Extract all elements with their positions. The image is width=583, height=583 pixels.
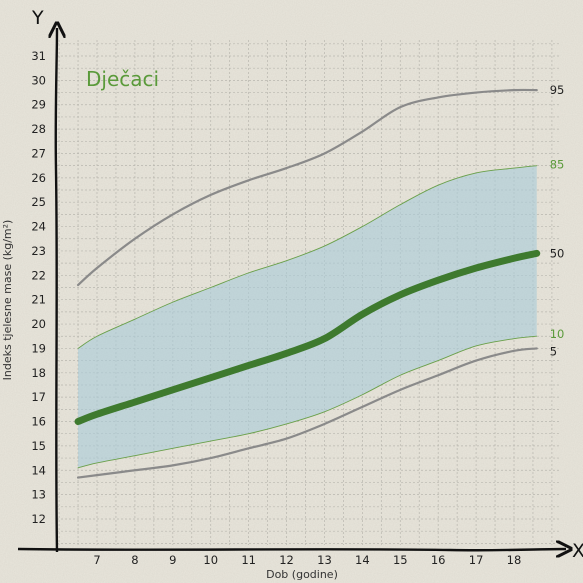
y-tick-label: 31 xyxy=(31,49,46,63)
y-tick-label: 24 xyxy=(31,220,46,234)
x-tick-label: 9 xyxy=(169,553,176,567)
y-tick-label: 28 xyxy=(31,122,46,136)
y-tick-label: 17 xyxy=(31,390,46,404)
y-axis-line xyxy=(56,28,57,553)
chart-title: Dječaci xyxy=(86,67,159,91)
y-tick-label: 18 xyxy=(31,366,46,380)
x-axis-title: Dob (godine) xyxy=(266,568,338,581)
x-tick-label: 12 xyxy=(279,553,294,567)
percentile-line-50 xyxy=(74,249,541,426)
percentile-line-85 xyxy=(77,165,538,349)
percentile-label-50: 50 xyxy=(550,246,565,260)
y-tick-label: 16 xyxy=(31,415,46,429)
y-tick-label: 19 xyxy=(31,341,46,355)
y-axis-title: Indeks tjelesne mase (kg/m²) xyxy=(1,220,14,381)
x-axis-line xyxy=(17,549,566,550)
y-tick-label: 29 xyxy=(31,98,46,112)
y-tick-label: 15 xyxy=(31,439,46,453)
percentile-label-85: 85 xyxy=(550,158,565,172)
percentile-line-10 xyxy=(77,335,538,469)
x-tick-label: 14 xyxy=(355,553,370,567)
x-tick-label: 13 xyxy=(317,553,332,567)
x-tick-label: 17 xyxy=(469,553,484,567)
percentile-band-10-85 xyxy=(78,165,537,468)
percentile-lines xyxy=(74,88,541,479)
percentile-label-5: 5 xyxy=(550,344,557,358)
x-tick-label: 7 xyxy=(93,553,100,567)
y-tick-label: 12 xyxy=(31,512,46,526)
percentile-line-5 xyxy=(76,347,538,479)
y-tick-label: 20 xyxy=(31,317,46,331)
x-tick-label: 16 xyxy=(431,553,446,567)
x-tick-label: 10 xyxy=(203,553,218,567)
x-tick-label: 18 xyxy=(507,553,522,567)
y-tick-label: 25 xyxy=(31,195,46,209)
y-tick-labels: 12 13 14 15 16 17 18 19 20 21 22 23 24 25 26 27 28 29 30 31 xyxy=(31,49,46,526)
y-tick-label: 21 xyxy=(31,293,46,307)
x-axis-letter: X xyxy=(572,540,583,562)
x-tick-label: 8 xyxy=(131,553,138,567)
y-tick-label: 23 xyxy=(31,244,46,258)
y-tick-label: 30 xyxy=(31,73,46,87)
y-tick-label: 14 xyxy=(31,463,46,477)
shaded-band xyxy=(78,165,537,468)
percentile-label-95: 95 xyxy=(550,83,565,97)
y-tick-label: 27 xyxy=(31,146,46,160)
percentile-line-95 xyxy=(76,88,538,287)
x-tick-labels: 7 8 9 10 11 12 13 14 15 16 17 18 xyxy=(93,553,521,567)
x-tick-label: 11 xyxy=(241,553,256,567)
percentile-label-10: 10 xyxy=(550,327,565,341)
y-tick-label: 22 xyxy=(31,268,46,282)
y-axis-letter: Y xyxy=(31,7,44,29)
percentile-labels: 95 85 50 10 5 xyxy=(550,83,565,358)
y-tick-label: 13 xyxy=(31,488,46,502)
x-tick-label: 15 xyxy=(393,553,408,567)
y-tick-label: 26 xyxy=(31,171,46,185)
